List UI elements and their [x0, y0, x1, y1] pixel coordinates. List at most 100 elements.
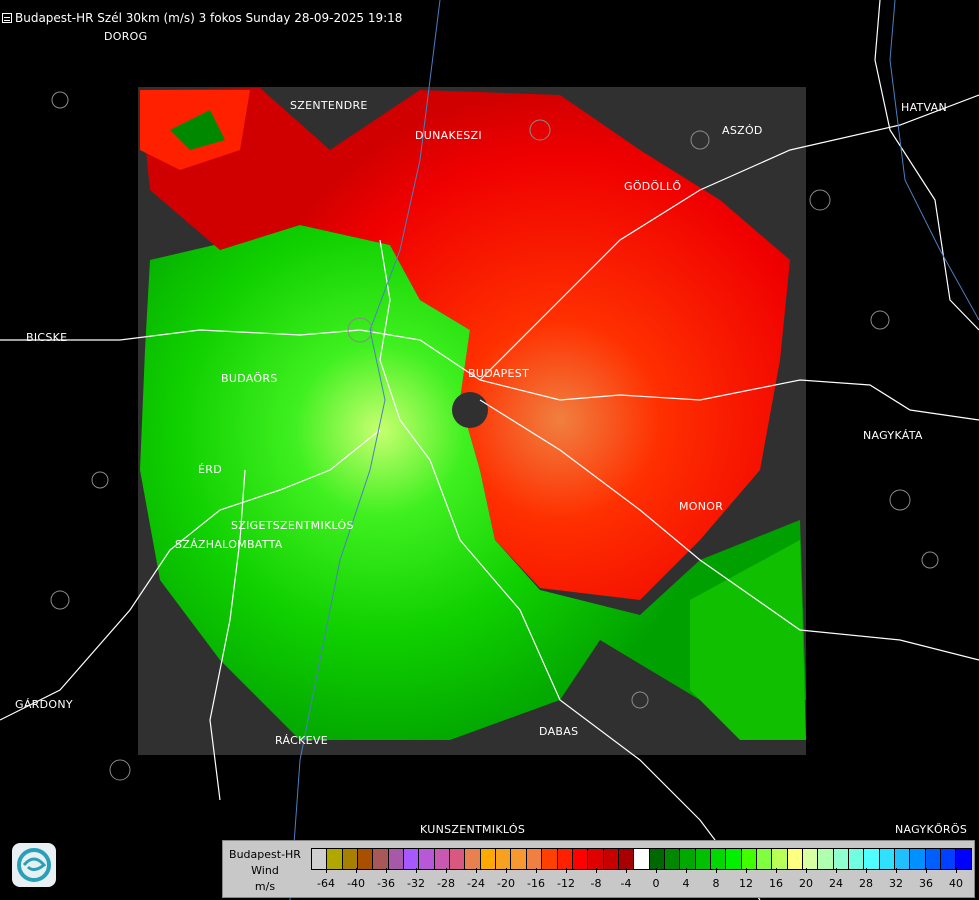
color-scale-legend: Budapest-HR Wind m/s -64 -40 -36 -32 -28 -24-…: [222, 840, 975, 898]
tick-label: -20: [497, 877, 515, 890]
color-swatch: [496, 849, 512, 869]
color-swatch: [864, 849, 880, 869]
tick-mark: [356, 868, 357, 873]
tick-mark: [746, 868, 747, 873]
color-swatch: [511, 849, 527, 869]
tick-label: 24: [829, 877, 843, 890]
color-swatch: [358, 849, 374, 869]
town-label-rackeve: RÁCKEVE: [275, 734, 328, 747]
tick-mark: [596, 868, 597, 873]
color-swatch: [634, 849, 650, 869]
color-swatch: [557, 849, 573, 869]
color-swatch: [664, 849, 681, 869]
color-swatch: [680, 849, 696, 869]
tick-label: -16: [527, 877, 545, 890]
tick-mark: [326, 868, 327, 873]
town-label-dunakeszi: DUNAKESZI: [415, 129, 482, 142]
color-swatch: [388, 849, 405, 869]
town-label-dorog: DOROG: [104, 30, 148, 43]
tick-mark: [476, 868, 477, 873]
town-label-hatvan: HATVAN: [901, 101, 948, 114]
color-swatch: [925, 849, 942, 869]
town-label-monor: MONOR: [679, 500, 724, 513]
town-label-gardony: GÁRDONY: [15, 698, 73, 711]
color-scale-ticks: -64 -40 -36 -32 -28 -24 -20 -16 -12 -8 -4 0 4 8 12 16 20…: [311, 868, 974, 898]
town-label-budapest: BUDAPEST: [468, 367, 530, 380]
town-label-bicske: BICSKE: [26, 331, 68, 344]
color-swatch: [649, 849, 665, 869]
title-text: Budapest-HR Szél 30km (m/s) 3 fokos Sund…: [15, 11, 403, 25]
color-swatch: [526, 849, 543, 869]
town-label-szentendre: SZENTENDRE: [290, 99, 368, 112]
tick-mark: [896, 868, 897, 873]
tick-label: 36: [919, 877, 933, 890]
approaching-wind-patch-se: [690, 540, 806, 740]
color-swatch: [833, 849, 850, 869]
color-swatch: [434, 849, 451, 869]
tick-label: -12: [557, 877, 575, 890]
tick-label: 16: [769, 877, 783, 890]
tick-mark: [506, 868, 507, 873]
town-label-szigetszentmiklos: SZIGETSZENTMIKLÓS: [231, 519, 354, 532]
legend-station: Budapest-HR: [229, 848, 301, 861]
tick-label: 4: [682, 877, 690, 890]
tick-label: -36: [377, 877, 395, 890]
color-swatch: [726, 849, 742, 869]
rivers: [289, 0, 979, 900]
document-icon[interactable]: [2, 13, 12, 23]
color-swatch: [342, 849, 359, 869]
town-label-aszod: ASZÓD: [722, 124, 763, 137]
tick-mark: [446, 868, 447, 873]
tick-label: 40: [949, 877, 963, 890]
town-label-nagykoros: NAGYKŐRÖS: [895, 823, 968, 836]
color-swatch: [941, 849, 957, 869]
color-swatch: [419, 849, 435, 869]
tick-label: -24: [467, 877, 485, 890]
tick-label: 28: [859, 877, 873, 890]
color-swatch: [741, 849, 757, 869]
tick-label: 8: [712, 877, 720, 890]
town-label-nagykata: NAGYKÁTA: [863, 429, 923, 442]
tick-mark: [866, 868, 867, 873]
color-swatch: [849, 849, 865, 869]
tick-mark: [926, 868, 927, 873]
approaching-wind-region: [140, 225, 806, 740]
tick-label: -40: [347, 877, 365, 890]
color-swatch: [450, 849, 466, 869]
tick-mark: [536, 868, 537, 873]
color-swatch: [803, 849, 819, 869]
tick-label: 20: [799, 877, 813, 890]
tick-label: -8: [590, 877, 602, 890]
legend-quantity: Wind: [251, 864, 279, 877]
color-swatch: [818, 849, 834, 869]
tick-mark: [566, 868, 567, 873]
color-swatch: [956, 849, 971, 869]
color-swatch: [618, 849, 635, 869]
tick-label: -64: [317, 877, 335, 890]
tick-mark: [656, 868, 657, 873]
weather-service-logo-icon: [12, 843, 56, 887]
color-swatch: [373, 849, 389, 869]
tick-mark: [836, 868, 837, 873]
color-swatch: [695, 849, 711, 869]
color-swatch: [787, 849, 803, 869]
color-swatch: [756, 849, 773, 869]
color-swatch: [572, 849, 589, 869]
town-label-godollo: GÖDÖLLŐ: [624, 180, 682, 193]
radar-title: Budapest-HR Szél 30km (m/s) 3 fokos Sund…: [2, 11, 402, 25]
color-scale-bar: [311, 848, 972, 870]
tick-label: 12: [739, 877, 753, 890]
no-data-gap: [452, 392, 488, 428]
color-swatch: [480, 849, 497, 869]
town-label-budaors: BUDAÖRS: [221, 372, 278, 385]
tick-mark: [686, 868, 687, 873]
tick-label: 0: [652, 877, 660, 890]
color-swatch: [772, 849, 788, 869]
legend-caption: Budapest-HR Wind m/s: [225, 847, 305, 895]
color-swatch: [404, 849, 420, 869]
color-swatch: [895, 849, 911, 869]
tick-label: -4: [620, 877, 632, 890]
color-swatch: [879, 849, 896, 869]
